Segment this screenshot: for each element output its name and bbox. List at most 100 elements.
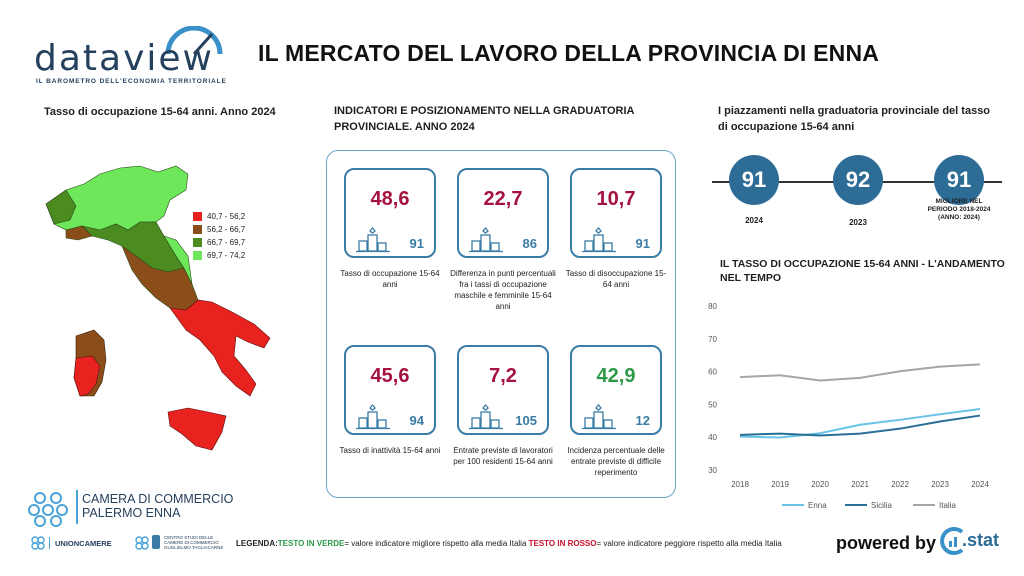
tagliacarne-label: CENTRO STUDI DELLE CAMERE DI COMMERCIO G… bbox=[164, 535, 223, 550]
x-tick-label: 2019 bbox=[771, 480, 789, 489]
y-tick-label: 60 bbox=[708, 368, 717, 377]
chamber-name-line: CAMERA DI COMMERCIO bbox=[82, 492, 234, 506]
indicator-rank: 105 bbox=[515, 413, 537, 428]
rank-circle-2023: 92 bbox=[833, 155, 883, 205]
indicator-card: 10,7 91 bbox=[570, 168, 662, 258]
x-tick-label: 2018 bbox=[731, 480, 749, 489]
indicator-value: 22,7 bbox=[483, 188, 523, 210]
powered-by-label: powered by bbox=[836, 533, 937, 553]
indicator-rank: 91 bbox=[409, 236, 424, 251]
indicators-title-line: INDICATORI E POSIZIONAMENTO NELLA GRADUA… bbox=[334, 105, 635, 117]
map-region-liguria bbox=[65, 225, 93, 241]
legend-label: Italia bbox=[939, 501, 956, 510]
x-tick-label: 2022 bbox=[891, 480, 909, 489]
map-region-adriatic bbox=[163, 235, 193, 285]
x-tick-label: 2020 bbox=[811, 480, 829, 489]
indicator-value: 42,9 bbox=[596, 365, 636, 387]
gauge-icon bbox=[165, 26, 223, 56]
map-region-northwest bbox=[45, 189, 77, 225]
ranking-title-line: di occupazione 15-64 anni bbox=[718, 121, 855, 133]
chamber-name-line: PALERMO ENNA bbox=[82, 506, 181, 520]
italy-map bbox=[45, 165, 271, 451]
indicator-label: Entrate previste di lavoratori per 100 r… bbox=[453, 446, 553, 466]
map-legend-item: 66,7 - 69,7 bbox=[193, 236, 245, 249]
indicator-card: 22,7 86 bbox=[457, 168, 549, 258]
footer-legend-red: TESTO IN ROSSO bbox=[528, 539, 597, 548]
podium-icon bbox=[356, 227, 390, 253]
legend-label: Enna bbox=[808, 501, 827, 510]
unioncamere-logo-icon bbox=[31, 536, 45, 550]
y-tick-label: 50 bbox=[708, 400, 717, 409]
legend-label: 56,2 - 66,7 bbox=[207, 225, 246, 234]
map-legend-item: 40,7 - 56,2 bbox=[193, 210, 245, 223]
map-region-south bbox=[169, 299, 271, 397]
legend-label: 69,7 - 74,2 bbox=[207, 251, 246, 260]
indicator-rank: 91 bbox=[635, 236, 650, 251]
podium-icon bbox=[469, 404, 503, 430]
footer-legend-green-desc: = valore indicatore migliore rispetto al… bbox=[344, 539, 529, 548]
indicators-title: INDICATORI E POSIZIONAMENTO NELLA GRADUA… bbox=[334, 103, 664, 135]
footer-legend-green: TESTO IN VERDE bbox=[277, 539, 345, 548]
x-tick-label: 2021 bbox=[851, 480, 869, 489]
legend-label: 66,7 - 69,7 bbox=[207, 238, 246, 247]
tagliacarne-logo-icon bbox=[135, 536, 149, 550]
rank-caption: 2023 bbox=[849, 218, 867, 227]
tagliacarne-line: CAMERE DI COMMERCIO bbox=[164, 540, 219, 545]
logo-tagline: IL BAROMETRO DELL'ECONOMIA TERRITORIALE bbox=[36, 78, 227, 85]
series-line-sicilia bbox=[739, 414, 981, 437]
legend-swatch bbox=[193, 212, 202, 221]
unioncamere-divider bbox=[49, 537, 50, 549]
rank-circle-2024: 91 bbox=[729, 155, 779, 205]
indicators-title-line: PROVINCIALE. ANNO 2024 bbox=[334, 121, 475, 133]
map-region-sardinia-south bbox=[73, 355, 101, 397]
indicator-rank: 12 bbox=[635, 413, 650, 428]
indicator-rank: 94 bbox=[409, 413, 424, 428]
tagliacarne-line: CENTRO STUDI DELLE bbox=[164, 535, 214, 540]
stat-brand: .stat bbox=[962, 530, 1000, 550]
map-legend: 40,7 - 56,2 56,2 - 66,7 66,7 - 69,7 69,7… bbox=[193, 210, 245, 262]
unioncamere-label: UNIONCAMERE bbox=[55, 539, 112, 548]
legend-swatch bbox=[193, 225, 202, 234]
stat-logo-icon bbox=[940, 527, 964, 555]
tagliacarne-line: GUGLIELMO TAGLIACARNE bbox=[164, 545, 224, 550]
indicator-label: Tasso di inattività 15-64 anni bbox=[339, 446, 441, 455]
rank-caption-best: MIGLIORE NEL PERIODO 2018-2024 (ANNO: 20… bbox=[927, 198, 991, 221]
dataview-logo: dataview IL BAROMETRO DELL'ECONOMIA TERR… bbox=[34, 26, 234, 88]
trend-line-chart: 30 40 50 60 70 80 2018 2019 2020 2021 2022 2023 2024… bbox=[708, 302, 989, 510]
trend-title: IL TASSO DI OCCUPAZIONE 15-64 ANNI - L'A… bbox=[720, 257, 1010, 285]
indicator-card: 48,6 91 bbox=[344, 168, 436, 258]
indicator-label: Differenza in punti percentuali fra i ta… bbox=[450, 269, 556, 311]
podium-icon bbox=[356, 404, 390, 430]
podium-icon bbox=[582, 227, 616, 253]
indicator-value: 7,2 bbox=[489, 365, 517, 387]
indicator-rank: 86 bbox=[522, 236, 537, 251]
podium-icon bbox=[469, 227, 503, 253]
chamber-name: CAMERA DI COMMERCIO PALERMO ENNA bbox=[82, 492, 233, 520]
chamber-logo-icon bbox=[28, 492, 68, 527]
legend-label: Sicilia bbox=[871, 501, 892, 510]
indicator-value: 48,6 bbox=[370, 188, 410, 210]
indicator-card: 42,9 12 bbox=[570, 345, 662, 435]
footer-legend-red-desc: = valore indicatore peggiore rispetto al… bbox=[596, 539, 782, 548]
map-title: Tasso di occupazione 15-64 anni. Anno 20… bbox=[44, 106, 276, 118]
indicator-label: Tasso di disoccupazione 15-64 anni bbox=[565, 269, 667, 289]
chamber-divider bbox=[76, 490, 78, 524]
podium-icon bbox=[582, 404, 616, 430]
ranking-title-line: I piazzamenti nella graduatoria provinci… bbox=[718, 105, 991, 117]
footer-legend-prefix: LEGENDA: bbox=[236, 539, 278, 548]
rank-circle-best: 91 bbox=[934, 155, 984, 205]
page-title: IL MERCATO DEL LAVORO DELLA PROVINCIA DI… bbox=[258, 40, 880, 66]
y-tick-label: 70 bbox=[708, 335, 717, 344]
legend-swatch bbox=[193, 238, 202, 247]
y-tick-label: 40 bbox=[708, 433, 717, 442]
indicator-label: Incidenza percentuale delle entrate prev… bbox=[567, 446, 665, 477]
rank-caption: 2024 bbox=[745, 216, 763, 225]
y-tick-label: 30 bbox=[708, 466, 717, 475]
indicator-card: 45,6 94 bbox=[344, 345, 436, 435]
indicator-card: 7,2 105 bbox=[457, 345, 549, 435]
map-legend-item: 69,7 - 74,2 bbox=[193, 249, 245, 262]
footer-legend: LEGENDA:TESTO IN VERDE= valore indicator… bbox=[236, 539, 782, 548]
y-tick-label: 80 bbox=[708, 302, 717, 311]
legend-label: 40,7 - 56,2 bbox=[207, 212, 246, 221]
series-line-enna bbox=[739, 408, 981, 439]
